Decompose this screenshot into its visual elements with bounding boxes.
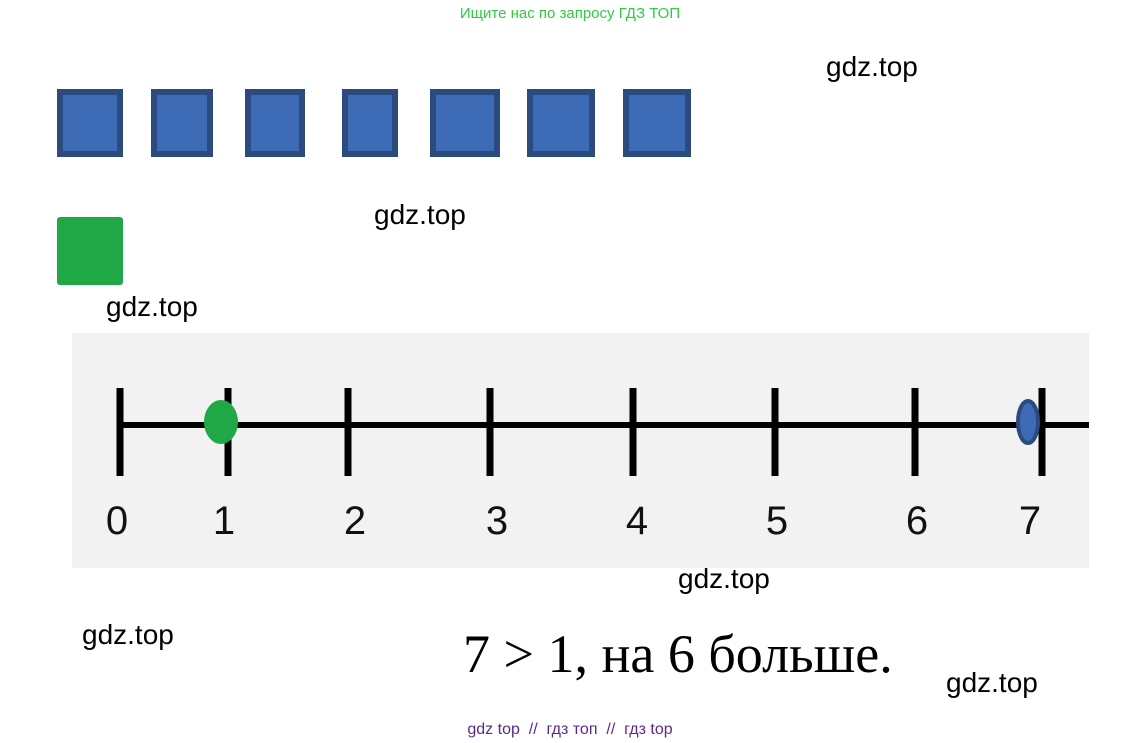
tick-label: 2: [344, 499, 366, 543]
blue-square: [623, 89, 691, 157]
green-point: [204, 400, 238, 444]
watermark: gdz.top: [374, 199, 466, 230]
number-line-background: [72, 333, 1089, 568]
blue-squares: [57, 89, 691, 157]
number-line: 0 1 2 3 4 5 6 7: [72, 333, 1089, 568]
tick-label: 6: [906, 499, 928, 543]
tick-label: 7: [1019, 499, 1041, 543]
watermark: gdz.top: [946, 667, 1038, 698]
blue-square: [430, 89, 500, 157]
tick-label: 0: [106, 499, 128, 543]
tick-label: 5: [766, 499, 788, 543]
watermark: gdz.top: [678, 563, 770, 594]
equation: 7 > 1, на 6 больше.: [463, 624, 893, 684]
green-square: [57, 217, 123, 285]
watermark: gdz.top: [826, 51, 918, 82]
watermark: gdz.top: [82, 619, 174, 650]
footer: gdz top // гдз топ // гдз top: [467, 721, 672, 738]
blue-square: [57, 89, 123, 157]
watermark: gdz.top: [106, 291, 198, 322]
blue-square: [245, 89, 305, 157]
blue-square: [342, 89, 398, 157]
blue-point: [1016, 399, 1040, 445]
tick-label: 1: [213, 499, 235, 543]
tick-label: 3: [486, 499, 508, 543]
blue-square: [151, 89, 213, 157]
tick-label: 4: [626, 499, 648, 543]
header: Ищите нас по запросу ГДЗ ТОП: [460, 5, 680, 22]
blue-square: [527, 89, 595, 157]
